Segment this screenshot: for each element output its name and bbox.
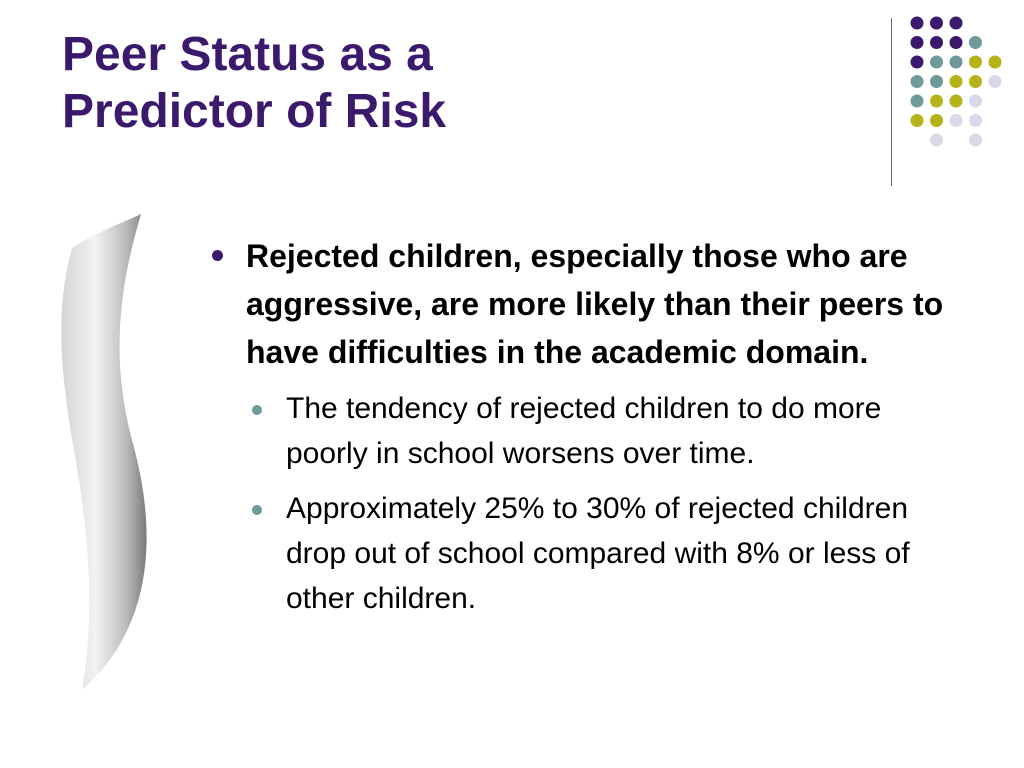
sub-bullet-item-2: Approximately 25% to 30% of rejected chi… <box>246 486 946 621</box>
decorative-dot <box>949 94 963 108</box>
decorative-dot <box>969 75 982 88</box>
decorative-dot <box>969 133 982 147</box>
sub-bullet-dot-icon <box>252 505 262 515</box>
decorative-dot-grid <box>910 16 1002 147</box>
decorative-dot <box>969 114 982 127</box>
decorative-dot <box>988 55 1002 69</box>
decorative-dot <box>910 16 924 30</box>
decorative-dot <box>930 114 943 127</box>
decorative-dot <box>930 36 943 49</box>
decorative-dot <box>930 94 943 108</box>
slide-title: Peer Status as a Predictor of Risk <box>62 26 762 140</box>
decorative-dot <box>949 36 963 49</box>
bullet-dot-icon <box>212 250 223 261</box>
decorative-dot <box>949 16 963 30</box>
decorative-dot <box>969 36 982 49</box>
sub-bullet-text-1: The tendency of rejected children to do … <box>286 392 882 470</box>
slide-title-line-1: Peer Status as a <box>62 28 433 81</box>
decorative-dot <box>930 133 943 147</box>
slide-body: Rejected children, especially those who … <box>206 232 966 631</box>
decorative-ribbon-graphic <box>61 214 147 690</box>
main-bullet-text: Rejected children, especially those who … <box>246 238 944 370</box>
decorative-dot <box>969 94 982 108</box>
sub-bullet-dot-icon <box>252 405 262 415</box>
decorative-dot <box>930 55 943 69</box>
decorative-dot <box>988 75 1002 88</box>
sub-bullet-text-2: Approximately 25% to 30% of rejected chi… <box>286 492 910 615</box>
decorative-dot <box>910 55 924 69</box>
decorative-dot <box>910 94 924 108</box>
decorative-dot <box>969 55 982 69</box>
slide-title-line-2: Predictor of Risk <box>62 85 447 138</box>
decorative-dot <box>930 75 943 88</box>
decorative-dot <box>949 55 963 69</box>
sub-bullet-item-1: The tendency of rejected children to do … <box>246 386 946 476</box>
decorative-dot <box>949 75 963 88</box>
ribbon-shape <box>61 214 147 690</box>
title-divider-line <box>891 18 892 186</box>
decorative-dot <box>910 114 924 127</box>
decorative-dot <box>910 75 924 88</box>
decorative-dot <box>949 114 963 127</box>
decorative-dot <box>930 16 943 30</box>
decorative-dot <box>910 36 924 49</box>
main-bullet-item: Rejected children, especially those who … <box>206 232 966 376</box>
